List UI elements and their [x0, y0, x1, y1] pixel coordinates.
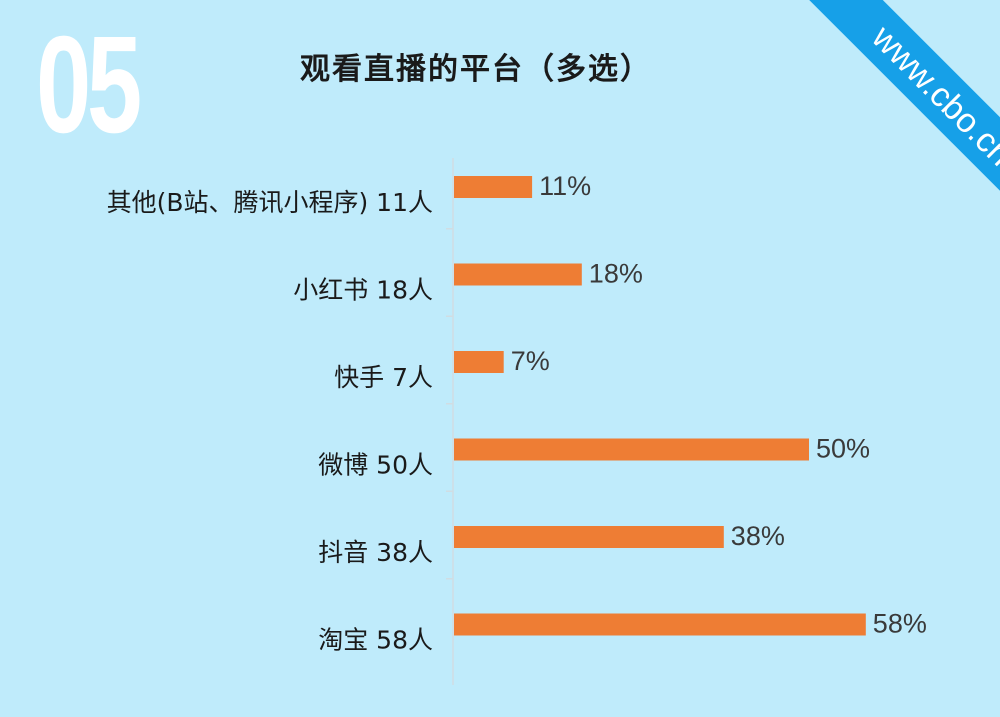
page-number: 05: [36, 8, 142, 162]
bar: [454, 613, 866, 636]
bar: [454, 176, 533, 198]
category-label: 快手 7人: [334, 363, 433, 392]
data-label: 38%: [731, 521, 785, 551]
data-label: 7%: [511, 346, 550, 376]
data-label: 11%: [539, 171, 591, 201]
category-label: 淘宝 58人: [318, 626, 433, 655]
data-label: 58%: [873, 609, 927, 639]
category-label: 其他(B站、腾讯小程序) 11人: [107, 188, 433, 217]
data-label: 50%: [816, 434, 870, 464]
bar: [454, 263, 582, 286]
bar: [454, 526, 724, 548]
data-label: 18%: [589, 259, 643, 289]
bar: [454, 438, 809, 461]
category-label: 小红书 18人: [293, 276, 433, 305]
chart-title: 观看直播的平台（多选）: [300, 52, 652, 87]
bar: [454, 351, 504, 373]
category-label: 微博 50人: [318, 451, 433, 480]
category-label: 抖音 38人: [318, 538, 433, 567]
